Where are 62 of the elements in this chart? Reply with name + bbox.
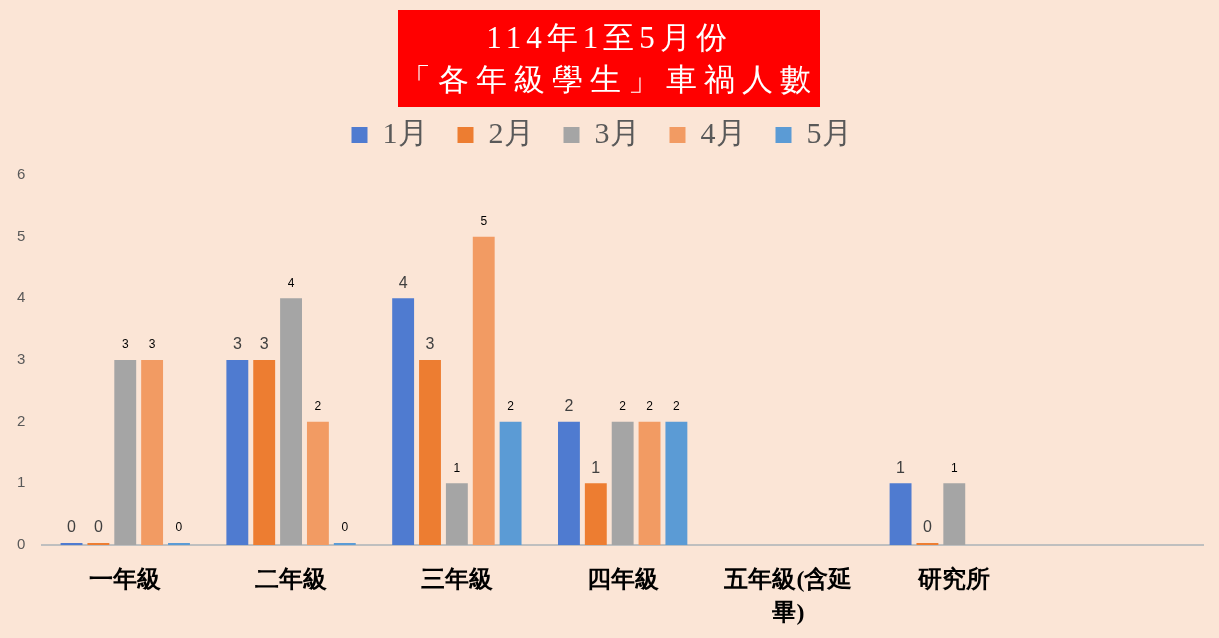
legend-label: 5月 bbox=[806, 115, 852, 149]
x-tick-label: 一年級 bbox=[89, 566, 162, 593]
data-label: 0 bbox=[341, 520, 349, 535]
x-tick-label: 二年級 bbox=[255, 566, 328, 593]
bar bbox=[499, 421, 522, 545]
y-tick-label: 2 bbox=[17, 411, 26, 429]
bar bbox=[445, 483, 468, 545]
bar bbox=[558, 421, 580, 545]
bar bbox=[611, 421, 634, 545]
data-label: 1 bbox=[950, 460, 958, 475]
x-tick-label: 三年級 bbox=[420, 566, 493, 593]
data-label: 3 bbox=[259, 335, 269, 353]
bar bbox=[114, 360, 137, 545]
chart-subtitle: 「各年級學生」車禍人數 bbox=[400, 60, 818, 99]
data-label: 2 bbox=[507, 398, 515, 413]
data-label: 1 bbox=[591, 458, 601, 476]
y-tick-label: 0 bbox=[17, 535, 26, 553]
bar bbox=[665, 421, 688, 545]
legend-label: 3月 bbox=[594, 115, 640, 149]
data-label: 2 bbox=[673, 398, 681, 413]
x-tick-label: 研究所 bbox=[917, 566, 991, 593]
bar bbox=[141, 360, 164, 545]
bar bbox=[253, 360, 276, 545]
data-label: 0 bbox=[67, 518, 77, 536]
data-label: 3 bbox=[121, 337, 129, 352]
x-tick-label: 五年級(含延畢) bbox=[723, 566, 853, 625]
data-label: 0 bbox=[922, 518, 932, 536]
y-tick-label: 6 bbox=[17, 165, 26, 183]
data-label: 3 bbox=[148, 337, 156, 352]
x-tick-label: 四年級 bbox=[586, 566, 659, 593]
y-tick-label: 1 bbox=[17, 473, 26, 491]
data-label: 4 bbox=[398, 273, 408, 291]
y-tick-label: 4 bbox=[17, 288, 26, 306]
bar bbox=[392, 298, 415, 545]
y-tick-label: 5 bbox=[17, 226, 26, 244]
data-label: 2 bbox=[564, 397, 574, 415]
y-tick-label: 3 bbox=[17, 350, 26, 368]
legend-label: 4月 bbox=[700, 115, 746, 149]
data-label: 1 bbox=[453, 460, 461, 475]
data-label: 0 bbox=[175, 520, 183, 535]
bar bbox=[943, 483, 966, 545]
data-label: 1 bbox=[896, 458, 906, 476]
data-label: 0 bbox=[93, 518, 103, 536]
data-label: 3 bbox=[232, 335, 242, 353]
bar bbox=[280, 298, 302, 545]
bar bbox=[584, 483, 607, 545]
data-label: 2 bbox=[646, 398, 654, 413]
bar bbox=[472, 236, 495, 545]
data-label: 3 bbox=[425, 335, 435, 353]
data-label: 2 bbox=[619, 398, 627, 413]
data-label: 5 bbox=[480, 213, 488, 228]
bar bbox=[889, 483, 912, 545]
data-label: 2 bbox=[314, 398, 322, 413]
title-banner: 114年1至5月份 「各年級學生」車禍人數 bbox=[398, 10, 820, 107]
bar bbox=[419, 360, 441, 545]
legend-label: 1月 bbox=[382, 115, 428, 149]
chart-title: 114年1至5月份 bbox=[486, 18, 732, 57]
bar bbox=[638, 421, 661, 545]
legend-label: 2月 bbox=[488, 115, 534, 149]
bar bbox=[306, 421, 329, 545]
data-label: 4 bbox=[287, 275, 295, 290]
bar bbox=[226, 360, 249, 545]
